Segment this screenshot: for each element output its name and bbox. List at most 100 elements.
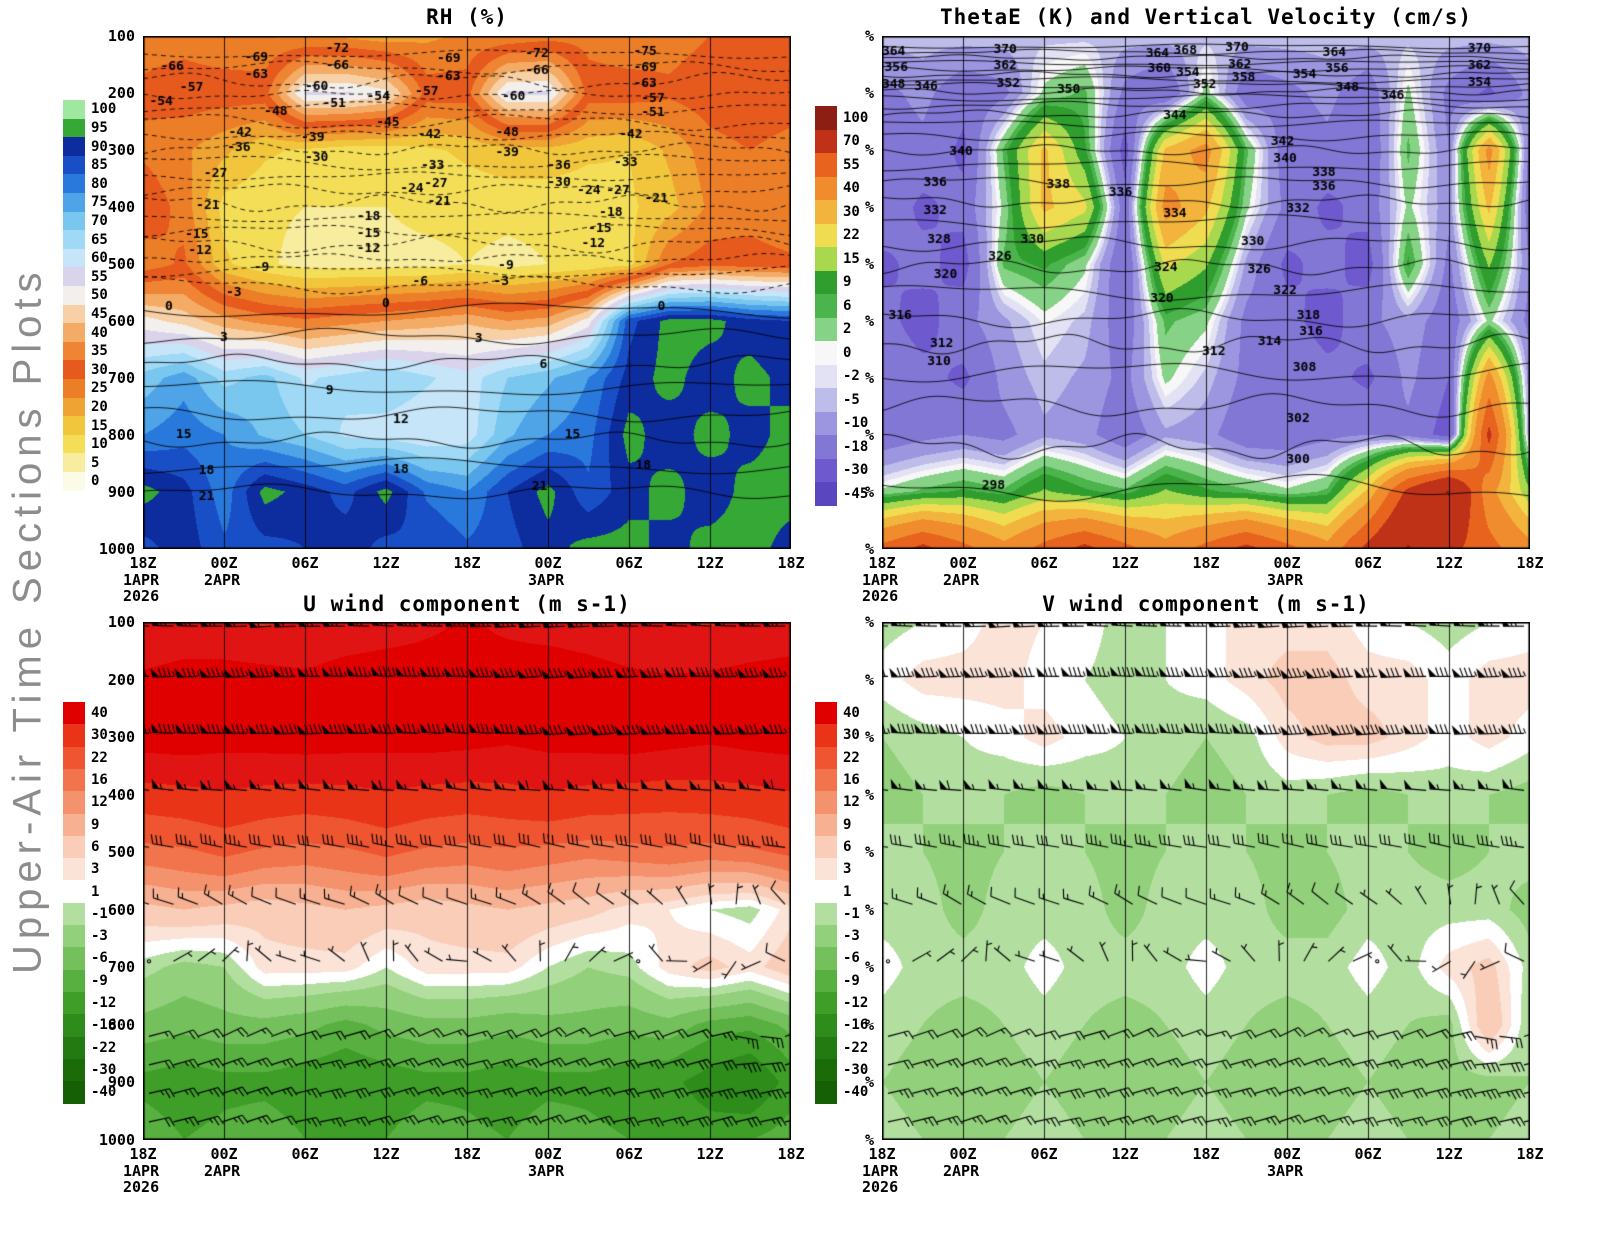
u-wind-plot-canvas bbox=[143, 622, 791, 1140]
rh-xtick-5: 00Z bbox=[534, 554, 562, 572]
rh-colorbar-chip-30 bbox=[63, 360, 85, 380]
uwind-xtick-7: 12Z bbox=[696, 1145, 724, 1163]
rh-date-0-1: 2026 bbox=[123, 587, 160, 605]
vwind-colorbar-label-3: 3 bbox=[843, 861, 852, 878]
vwind-xtick-8: 18Z bbox=[1516, 1145, 1544, 1163]
rh-ytick-1: 200 bbox=[107, 84, 135, 102]
uwind-colorbar-chip-16 bbox=[63, 768, 85, 792]
vwind-colorbar-chip--40 bbox=[815, 1081, 837, 1104]
vwind-colorbar-label-12: 12 bbox=[843, 794, 860, 811]
thetae-colorbar-label--5: -5 bbox=[843, 391, 860, 408]
rh-colorbar-label-5: 5 bbox=[91, 454, 100, 471]
thetae-colorbar-label-100: 100 bbox=[843, 109, 869, 126]
rh-colorbar-label-35: 35 bbox=[91, 343, 108, 360]
u-wind-panel-title: U wind component (m s-1) bbox=[303, 592, 631, 616]
rh-ytick-4: 500 bbox=[107, 255, 135, 273]
rh-plot-canvas bbox=[143, 36, 791, 549]
rh-colorbar-label-100: 100 bbox=[91, 101, 117, 118]
rh-xtick-6: 06Z bbox=[615, 554, 643, 572]
uwind-colorbar-label-12: 12 bbox=[91, 794, 108, 811]
thetae-colorbar-label-15: 15 bbox=[843, 250, 860, 267]
rh-colorbar-chip-0 bbox=[63, 472, 85, 492]
vwind-colorbar-chip--30 bbox=[815, 1058, 837, 1082]
uwind-xtick-0: 18Z bbox=[129, 1145, 157, 1163]
vwind-ytick-0: % bbox=[864, 613, 874, 631]
vwind-colorbar-chip-1 bbox=[815, 880, 837, 904]
rh-xtick-8: 18Z bbox=[777, 554, 805, 572]
vwind-colorbar-label--16: -16 bbox=[843, 1017, 869, 1034]
vwind-xtick-1: 00Z bbox=[949, 1145, 977, 1163]
rh-xtick-1: 00Z bbox=[210, 554, 238, 572]
rh-date-5-0: 3APR bbox=[528, 571, 565, 589]
vwind-xtick-4: 18Z bbox=[1192, 1145, 1220, 1163]
thetae-colorbar-chip-100 bbox=[815, 106, 837, 130]
rh-colorbar-chip-85 bbox=[63, 155, 85, 175]
uwind-date-0-1: 2026 bbox=[123, 1178, 160, 1196]
vwind-colorbar-label-22: 22 bbox=[843, 749, 860, 766]
uwind-colorbar-chip--3 bbox=[63, 925, 85, 948]
rh-colorbar-label-95: 95 bbox=[91, 119, 108, 136]
thetae-colorbar-chip--10 bbox=[815, 411, 837, 436]
uwind-colorbar-label-6: 6 bbox=[91, 838, 100, 855]
uwind-xtick-4: 18Z bbox=[453, 1145, 481, 1163]
vwind-colorbar-chip--1 bbox=[815, 902, 837, 926]
rh-colorbar-label-10: 10 bbox=[91, 436, 108, 453]
rh-colorbar-chip-60 bbox=[63, 248, 85, 268]
uwind-ytick-0: 100 bbox=[107, 613, 135, 631]
rh-ytick-0: 100 bbox=[107, 27, 135, 45]
thetae-ytick-0: % bbox=[864, 27, 874, 45]
uwind-ytick-2: 300 bbox=[107, 728, 135, 747]
uwind-xtick-5: 00Z bbox=[534, 1145, 562, 1163]
vwind-ytick-7: % bbox=[864, 1015, 874, 1034]
uwind-colorbar-chip-30 bbox=[63, 724, 85, 748]
v-wind-panel-title: V wind component (m s-1) bbox=[1042, 592, 1370, 616]
thetae-colorbar-label--10: -10 bbox=[843, 415, 869, 432]
rh-ytick-7: 800 bbox=[107, 426, 135, 444]
thetae-ytick-8: % bbox=[864, 483, 874, 501]
thetae-colorbar-label-30: 30 bbox=[843, 203, 860, 220]
thetae-colorbar-chip--45 bbox=[815, 482, 837, 506]
uwind-ytick-6: 700 bbox=[107, 958, 135, 977]
thetae-date-5-0: 3APR bbox=[1267, 571, 1304, 589]
vwind-ytick-2: % bbox=[864, 728, 874, 747]
vwind-colorbar-label--30: -30 bbox=[843, 1061, 869, 1078]
rh-colorbar-chip-35 bbox=[63, 341, 85, 361]
uwind-colorbar-label--3: -3 bbox=[91, 928, 108, 945]
uwind-colorbar-chip-12 bbox=[63, 791, 85, 814]
uwind-colorbar-chip--12 bbox=[63, 991, 85, 1015]
vwind-colorbar-label-16: 16 bbox=[843, 772, 860, 789]
uwind-colorbar-label--40: -40 bbox=[91, 1084, 117, 1101]
vwind-colorbar-chip-22 bbox=[815, 746, 837, 770]
thetae-colorbar-label-40: 40 bbox=[843, 180, 860, 197]
uwind-ytick-9: 1000 bbox=[98, 1131, 135, 1149]
thetae-ytick-2: % bbox=[864, 141, 874, 159]
vwind-xtick-2: 06Z bbox=[1030, 1145, 1058, 1163]
uwind-xtick-2: 06Z bbox=[291, 1145, 319, 1163]
uwind-colorbar-label-9: 9 bbox=[91, 816, 100, 833]
v-wind-plot-canvas bbox=[882, 622, 1530, 1140]
uwind-ytick-1: 200 bbox=[107, 670, 135, 689]
thetae-xtick-7: 12Z bbox=[1435, 554, 1463, 572]
uwind-ytick-5: 600 bbox=[107, 900, 135, 919]
vwind-date-0-0: 1APR bbox=[862, 1162, 899, 1180]
rh-colorbar-label-30: 30 bbox=[91, 361, 108, 378]
thetae-colorbar-chip--30 bbox=[815, 458, 837, 483]
vwind-ytick-6: % bbox=[864, 958, 874, 977]
thetae-colorbar-chip-22 bbox=[815, 223, 837, 248]
thetae-xtick-6: 06Z bbox=[1354, 554, 1382, 572]
vwind-colorbar-label-1: 1 bbox=[843, 883, 852, 900]
uwind-colorbar-chip--40 bbox=[63, 1081, 85, 1104]
rh-date-1-0: 2APR bbox=[204, 571, 241, 589]
thetae-ytick-5: % bbox=[864, 312, 874, 330]
uwind-colorbar-chip--1 bbox=[63, 902, 85, 926]
rh-colorbar-chip-15 bbox=[63, 416, 85, 436]
rh-ytick-2: 300 bbox=[107, 141, 135, 159]
rh-colorbar-chip-25 bbox=[63, 379, 85, 399]
thetae-ytick-3: % bbox=[864, 198, 874, 216]
rh-ytick-6: 700 bbox=[107, 369, 135, 387]
uwind-date-0-0: 1APR bbox=[123, 1162, 160, 1180]
uwind-colorbar-label-30: 30 bbox=[91, 727, 108, 744]
uwind-colorbar-chip-6 bbox=[63, 835, 85, 859]
thetae-colorbar-chip-2 bbox=[815, 317, 837, 342]
